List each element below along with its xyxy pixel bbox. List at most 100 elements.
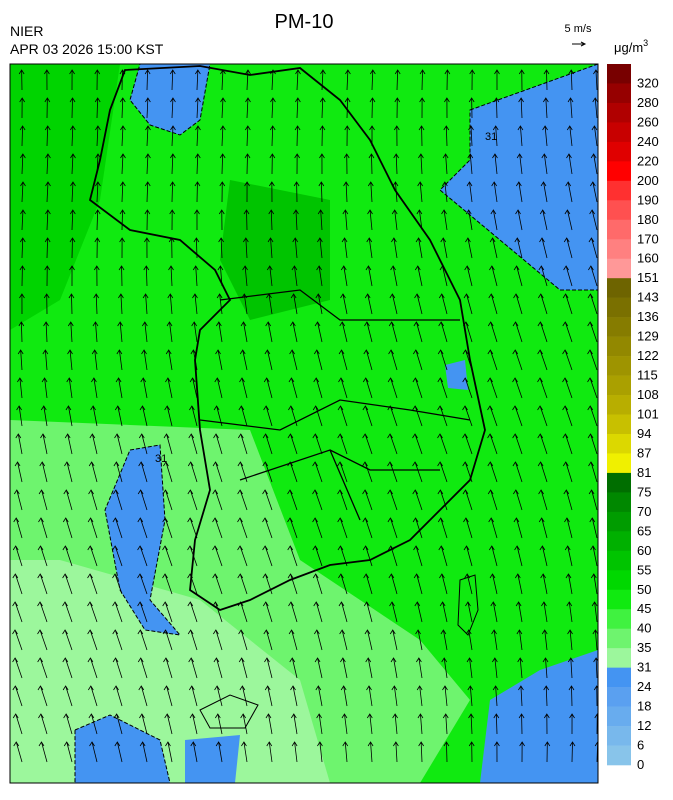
wind-arrow <box>387 433 398 455</box>
wind-arrow <box>462 377 473 399</box>
colorbar-label: 280 <box>637 95 659 110</box>
wind-arrow <box>513 517 523 539</box>
wind-arrow <box>87 545 98 567</box>
wind-arrow <box>189 713 198 735</box>
contour-label: 31 <box>155 453 167 465</box>
wind-arrow <box>562 377 573 399</box>
wind-arrow <box>142 293 149 315</box>
wind-arrow <box>418 741 424 763</box>
wind-arrow <box>63 713 73 735</box>
wind-arrow <box>62 573 73 595</box>
colorbar-segment <box>607 317 631 337</box>
wind-arrow <box>518 713 525 735</box>
wind-arrow <box>489 573 498 595</box>
wind-arrow <box>566 601 573 623</box>
wind-arrow <box>17 349 24 371</box>
wind-arrow <box>162 601 173 623</box>
colorbar-label: 160 <box>637 251 659 266</box>
wind-arrow <box>442 713 449 735</box>
wind-arrow <box>40 405 48 427</box>
wind-arrow <box>362 461 373 483</box>
wind-arrow <box>62 629 73 651</box>
wind-arrow <box>464 573 473 595</box>
wind-arrow <box>442 153 449 175</box>
wind-vectors <box>12 69 598 763</box>
wind-arrow <box>245 97 251 119</box>
wind-arrow <box>169 69 176 91</box>
colorbar-segment <box>607 589 631 610</box>
colorbar-label: 115 <box>637 368 658 383</box>
wind-arrow <box>94 97 101 119</box>
wind-arrow <box>190 349 198 371</box>
wind-arrow <box>70 153 76 175</box>
wind-arrow <box>112 517 123 539</box>
wind-arrow <box>170 97 176 119</box>
wind-arrow <box>18 69 25 91</box>
wind-arrow <box>290 685 298 707</box>
wind-arrow <box>494 741 500 763</box>
wind-arrow <box>315 293 323 315</box>
wind-arrow <box>214 685 223 707</box>
wind-arrow <box>165 741 173 763</box>
wind-arrow <box>87 601 98 623</box>
sea-low <box>185 735 240 783</box>
wind-arrow <box>116 349 123 371</box>
wind-arrow <box>264 349 273 371</box>
wind-arrow <box>38 713 48 735</box>
wind-arrow <box>238 657 248 679</box>
wind-arrow <box>537 377 548 399</box>
wind-arrow <box>37 685 48 707</box>
wind-arrow <box>264 685 273 707</box>
wind-arrow <box>314 657 323 679</box>
wind-arrow <box>392 181 399 203</box>
wind-arrow <box>587 405 598 427</box>
wind-arrow <box>369 125 375 147</box>
wind-arrow <box>213 433 223 455</box>
wind-arrow <box>187 545 198 567</box>
wind-arrow <box>137 629 148 651</box>
wind-arrow <box>540 573 548 595</box>
wind-arrow <box>144 237 150 259</box>
wind-arrow <box>414 265 423 287</box>
colorbar-segment <box>607 667 631 688</box>
wind-arrow <box>114 433 123 455</box>
colorbar-label: 94 <box>637 426 651 441</box>
colorbar-label: 170 <box>637 231 659 246</box>
wind-arrow <box>262 517 273 539</box>
wind-arrow <box>170 125 176 147</box>
wind-arrow <box>312 545 323 567</box>
colorbar-segment <box>607 102 631 123</box>
sea-low <box>445 360 468 390</box>
wind-arrow <box>69 265 75 287</box>
wind-arrow <box>538 517 548 539</box>
colorbar-label: 101 <box>637 407 659 422</box>
wind-arrow <box>518 69 525 91</box>
wind-arrow <box>362 433 373 455</box>
wind-arrow <box>563 489 573 511</box>
wind-arrow <box>314 321 323 343</box>
colorbar-segment <box>607 433 631 454</box>
wind-arrow <box>444 69 451 91</box>
wind-arrow <box>292 237 299 259</box>
wind-arrow <box>195 69 201 91</box>
wind-arrow <box>194 209 200 231</box>
colorbar-label: 40 <box>637 621 651 636</box>
wind-arrow <box>19 97 26 119</box>
wind-arrow <box>490 209 498 231</box>
wind-arrow <box>240 321 248 343</box>
colorbar-segment <box>607 356 631 376</box>
wind-arrow <box>567 657 574 679</box>
colorbar-segment <box>607 239 631 260</box>
wind-arrow <box>237 601 248 623</box>
wind-arrow <box>112 573 123 595</box>
wind-arrow <box>188 685 198 707</box>
wind-arrow <box>338 377 348 399</box>
wind-arrow <box>90 405 98 427</box>
wind-arrow <box>112 601 123 623</box>
wind-arrow <box>191 321 198 343</box>
sea-low <box>129 64 211 136</box>
wind-arrow <box>144 209 151 231</box>
wind-arrow <box>113 489 123 511</box>
wind-arrow <box>87 573 98 595</box>
